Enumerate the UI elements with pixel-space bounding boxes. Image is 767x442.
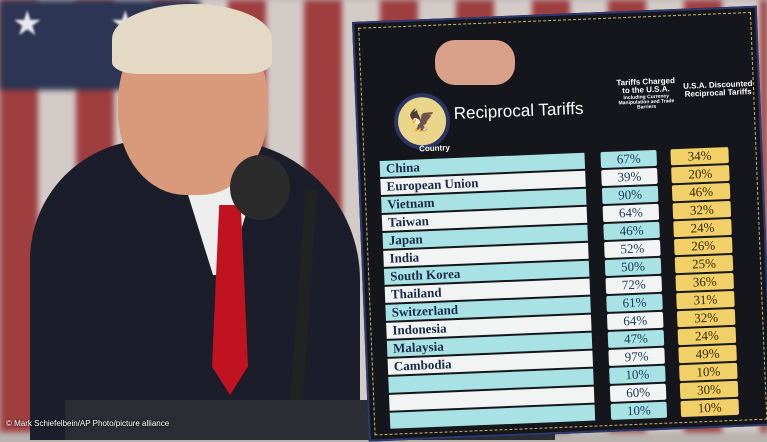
charged-cell: 52% (604, 239, 661, 259)
charged-cell: 90% (601, 185, 659, 205)
charged-cell: 10% (610, 401, 668, 420)
charged-cell: 61% (606, 293, 663, 313)
reciprocal-cell: 36% (675, 272, 735, 292)
reciprocal-cell: 49% (678, 344, 737, 364)
reciprocal-cell: 32% (672, 200, 732, 220)
reciprocal-header: U.S.A. Discounted Reciprocal Tariffs (682, 78, 753, 100)
hand (435, 40, 515, 85)
red-tie (212, 205, 248, 395)
charged-cell: 50% (604, 257, 662, 277)
tariff-board: 🦅 Reciprocal Tariffs Tariffs Charged to … (352, 5, 767, 442)
charged-cell: 39% (601, 167, 658, 187)
reciprocal-cell: 32% (676, 308, 736, 328)
charged-cell: 72% (605, 275, 663, 295)
charged-cell: 67% (600, 149, 658, 169)
charged-cell: 10% (609, 365, 666, 384)
country-header: Country (418, 143, 450, 154)
reciprocal-cell: 46% (671, 182, 731, 202)
charged-header-note: Including Currency Manipulation and Trad… (618, 93, 675, 111)
reciprocal-cell: 24% (677, 326, 737, 346)
reciprocal-cell: 31% (676, 290, 735, 310)
reciprocal-cell: 10% (680, 398, 740, 418)
star-icon: ★ (12, 6, 43, 43)
reciprocal-cell: 25% (674, 254, 734, 274)
reciprocal-cell: 34% (670, 146, 729, 166)
speaker-hair (112, 4, 272, 74)
charged-header: Tariffs Charged to the U.S.A. Including C… (615, 76, 678, 112)
charged-cell: 60% (609, 383, 667, 402)
photo-credit: © Mark Schiefelbein/AP Photo/picture all… (6, 419, 170, 428)
charged-cell: 46% (603, 221, 660, 241)
reciprocal-cell: 10% (679, 362, 738, 382)
microphone (230, 155, 290, 220)
charged-cell: 97% (608, 347, 665, 366)
charged-cell: 64% (602, 203, 660, 223)
charged-cell: 64% (606, 311, 664, 330)
tariff-table: China 67% 34% European Union 39% 20% Vietnam 90… (379, 145, 767, 430)
reciprocal-cell: 24% (673, 218, 732, 238)
reciprocal-cell: 20% (671, 164, 730, 184)
reciprocal-cell: 30% (679, 380, 739, 400)
charged-cell: 47% (607, 329, 665, 348)
reciprocal-cell: 26% (673, 236, 733, 256)
